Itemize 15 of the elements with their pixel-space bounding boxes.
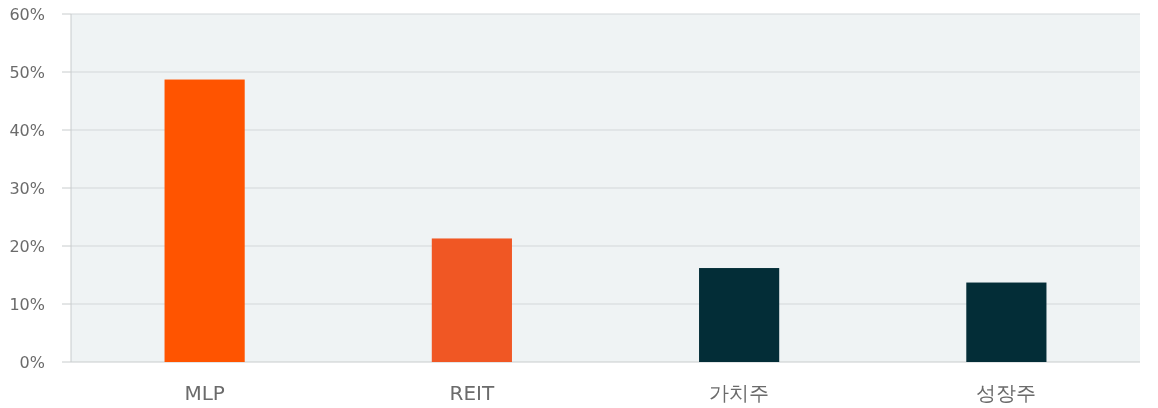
x-tick-label: REIT — [449, 381, 495, 405]
y-tick-label: 20% — [9, 237, 45, 256]
y-tick-label: 50% — [9, 63, 45, 82]
x-tick-label: 성장주 — [976, 381, 1037, 405]
y-tick-label: 40% — [9, 121, 45, 140]
bar — [699, 268, 780, 362]
x-tick-label: 가치주 — [709, 381, 770, 405]
y-tick-label: 60% — [9, 5, 45, 24]
bar — [164, 79, 245, 362]
y-tick-label: 0% — [19, 353, 45, 372]
y-tick-label: 10% — [9, 295, 45, 314]
x-tick-label: MLP — [184, 381, 225, 405]
y-tick-label: 30% — [9, 179, 45, 198]
bar — [431, 238, 512, 362]
bar — [966, 282, 1047, 362]
